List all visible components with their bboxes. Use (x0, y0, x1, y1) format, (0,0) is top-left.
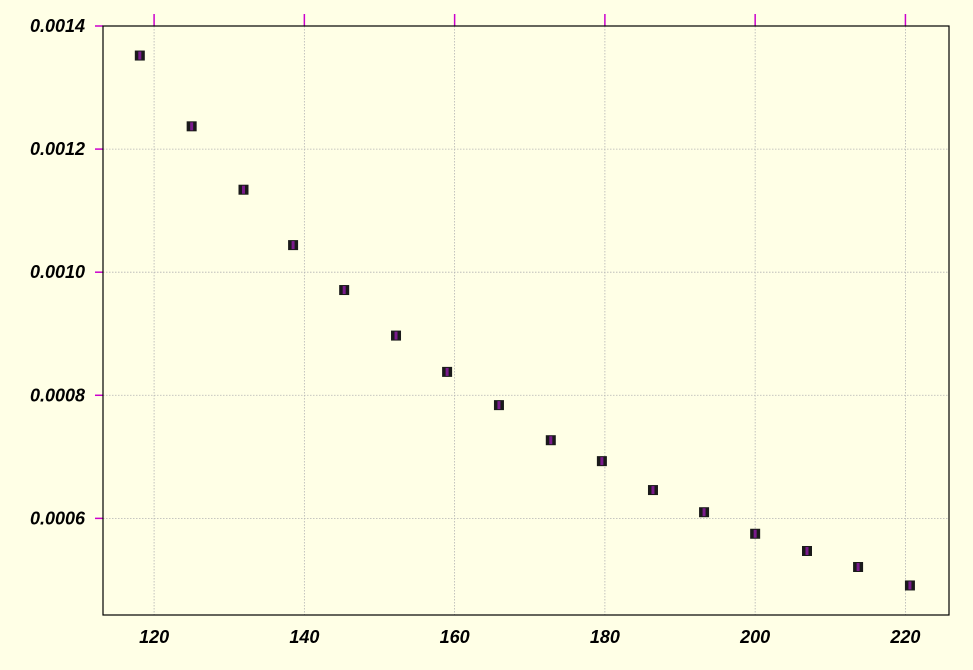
plot-frame (102, 25, 950, 616)
data-point (699, 507, 710, 518)
x-tick-label: 140 (289, 627, 319, 647)
data-point (750, 528, 761, 539)
data-point (801, 545, 812, 556)
grid-lines (103, 26, 949, 615)
data-point (339, 285, 350, 296)
data-point (134, 50, 145, 61)
y-tick-label: 0.0006 (30, 508, 86, 528)
data-point (853, 561, 864, 572)
y-tick-label: 0.0008 (30, 385, 85, 405)
data-point (391, 330, 402, 341)
plot-background (103, 26, 949, 615)
data-point (493, 400, 504, 411)
data-point (904, 580, 915, 591)
x-tick-label: 180 (590, 627, 620, 647)
data-point (545, 435, 556, 446)
y-tick-label: 0.0014 (30, 16, 85, 36)
x-tick-label: 120 (139, 627, 169, 647)
tick-labels: 120 140 160 180 200 220 0.0006 0.0008 0.0010 0.00… (30, 16, 921, 647)
data-point (596, 456, 607, 467)
x-tick-label: 160 (440, 627, 470, 647)
data-point (647, 485, 658, 496)
data-points (134, 50, 915, 591)
data-point (288, 240, 299, 251)
x-tick-label: 200 (739, 627, 770, 647)
data-point (442, 366, 453, 377)
data-point (238, 184, 249, 195)
y-tick-label: 0.0012 (30, 139, 85, 159)
axis-ticks (95, 14, 907, 520)
data-point (186, 121, 197, 132)
y-tick-label: 0.0010 (30, 262, 85, 282)
x-tick-label: 220 (889, 627, 920, 647)
